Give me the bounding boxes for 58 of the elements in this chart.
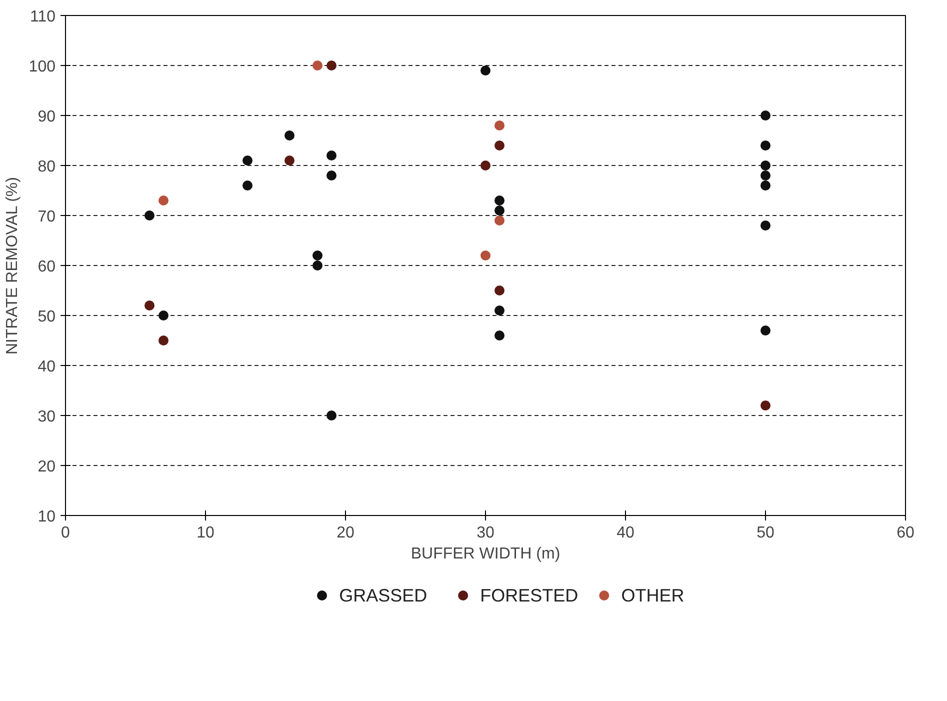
y-tick-label: 60 bbox=[38, 258, 56, 276]
point bbox=[312, 60, 322, 70]
point bbox=[480, 66, 490, 76]
x-tick-label: 20 bbox=[336, 524, 354, 542]
point bbox=[144, 300, 154, 310]
x-tick-label: 60 bbox=[896, 524, 914, 542]
point bbox=[312, 250, 322, 260]
y-tick-label: 50 bbox=[38, 308, 56, 326]
point bbox=[480, 250, 490, 260]
x-axis-title: BUFFER WIDTH (m) bbox=[410, 546, 560, 562]
point bbox=[760, 326, 770, 336]
legend-label: FORESTED bbox=[480, 586, 578, 606]
y-tick-label: 30 bbox=[38, 408, 56, 426]
point bbox=[760, 160, 770, 170]
y-tick-label: 110 bbox=[30, 8, 56, 26]
point bbox=[326, 60, 336, 70]
point bbox=[494, 306, 504, 316]
point bbox=[494, 216, 504, 226]
x-tick-label: 50 bbox=[756, 524, 774, 542]
point bbox=[494, 206, 504, 216]
point bbox=[760, 140, 770, 150]
point bbox=[144, 210, 154, 220]
point bbox=[284, 156, 294, 166]
point bbox=[494, 120, 504, 130]
point bbox=[312, 260, 322, 270]
point bbox=[326, 150, 336, 160]
point bbox=[480, 160, 490, 170]
x-tick-label: 0 bbox=[61, 524, 70, 542]
point bbox=[158, 310, 168, 320]
y-tick-label: 100 bbox=[28, 58, 56, 76]
point bbox=[158, 196, 168, 206]
x-tick-label: 30 bbox=[476, 524, 494, 542]
point bbox=[242, 156, 252, 166]
y-tick-label: 40 bbox=[38, 358, 56, 376]
x-tick-label: 10 bbox=[196, 524, 214, 542]
point bbox=[494, 196, 504, 206]
point bbox=[760, 400, 770, 410]
point bbox=[760, 110, 770, 120]
point bbox=[326, 410, 336, 420]
legend-label: GRASSED bbox=[339, 586, 428, 606]
point bbox=[242, 180, 252, 190]
legend-label: OTHER bbox=[621, 586, 684, 606]
point bbox=[284, 130, 294, 140]
point bbox=[494, 140, 504, 150]
x-tick-label: 40 bbox=[616, 524, 634, 542]
y-tick-label: 20 bbox=[38, 458, 56, 476]
point bbox=[494, 286, 504, 296]
y-tick-label: 90 bbox=[38, 108, 56, 126]
point bbox=[760, 170, 770, 180]
point bbox=[326, 170, 336, 180]
y-tick-label: 70 bbox=[38, 208, 56, 226]
point bbox=[158, 336, 168, 346]
y-tick-label: 80 bbox=[38, 158, 56, 176]
y-axis-title: NITRATE REMOVAL (%) bbox=[4, 177, 21, 355]
point bbox=[494, 330, 504, 340]
y-tick-label: 10 bbox=[38, 508, 56, 526]
point bbox=[760, 180, 770, 190]
point bbox=[760, 220, 770, 230]
